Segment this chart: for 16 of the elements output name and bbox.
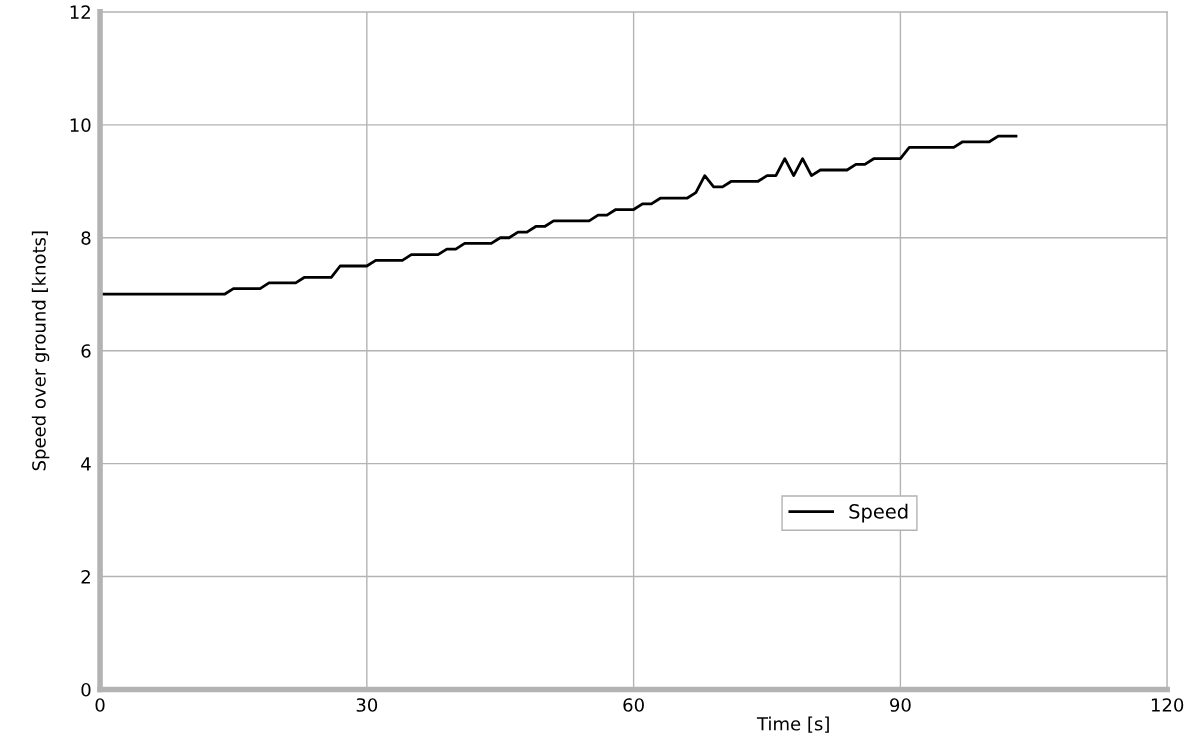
x-tick-label: 90 <box>890 698 911 712</box>
y-tick-label: 12 <box>70 5 90 19</box>
y-tick-label: 2 <box>81 570 90 584</box>
line-series <box>100 134 1018 296</box>
x-axis-title: Time [s] <box>756 716 829 733</box>
x-tick-label: 60 <box>623 698 644 712</box>
legend-label: Speed <box>849 503 908 523</box>
y-tick-label: 4 <box>81 457 91 471</box>
y-tick-label: 6 <box>81 344 91 358</box>
x-tick-label: 30 <box>356 698 378 712</box>
x-tick-label: 0 <box>95 698 105 712</box>
x-tick-label: 120 <box>1151 698 1184 712</box>
y-axis-title: Speed over ground [knots] <box>31 231 50 471</box>
y-tick-label: 10 <box>70 118 91 132</box>
y-tick-label: 0 <box>81 682 91 697</box>
y-tick-label: 8 <box>81 231 91 245</box>
